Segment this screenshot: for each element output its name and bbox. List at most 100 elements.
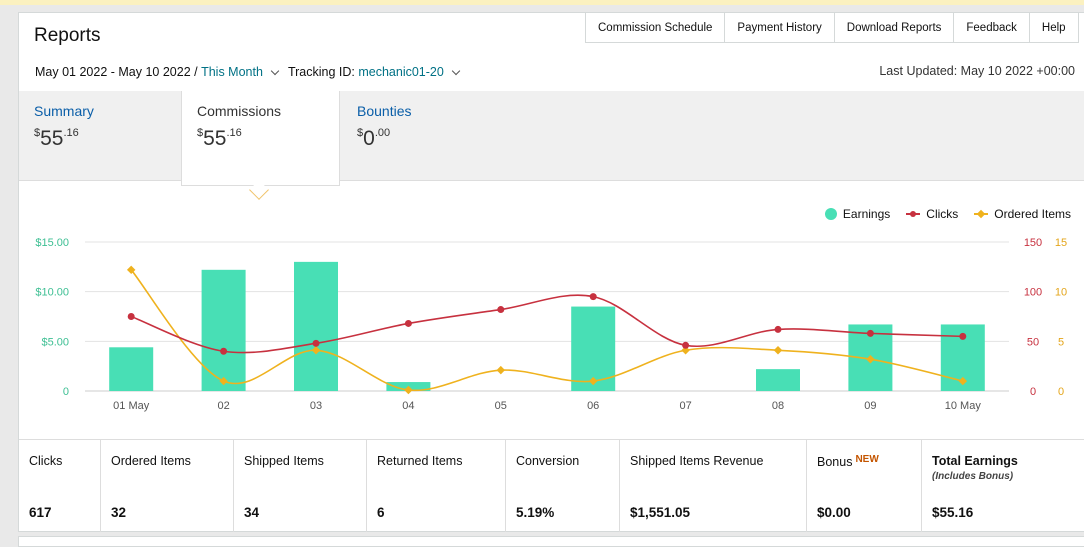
stat-clicks: Clicks 617 — [19, 440, 101, 532]
period-dropdown[interactable]: This Month — [201, 65, 263, 79]
reports-panel: Reports Commission Schedule Payment Hist… — [18, 12, 1084, 532]
stat-total-earnings: Total Earnings (Includes Bonus) $55.16 — [922, 440, 1084, 532]
next-panel-edge — [18, 536, 1084, 547]
stat-label: Total Earnings — [932, 454, 1018, 468]
tab-help[interactable]: Help — [1029, 13, 1079, 43]
y-left-tick-label: 0 — [63, 386, 69, 398]
tab-summary-label: Summary — [34, 103, 94, 119]
clicks-point — [589, 293, 597, 301]
y-right-ordered-tick-label: 10 — [1055, 287, 1067, 299]
stat-ordered-items: Ordered Items 32 — [101, 440, 234, 532]
tracking-id-label: Tracking ID: — [287, 65, 355, 79]
stat-label: Shipped Items — [244, 454, 324, 468]
clicks-point — [682, 341, 690, 349]
clicks-point — [127, 313, 135, 320]
last-updated: Last Updated: May 10 2022 +00:00 — [879, 64, 1075, 78]
y-left-tick-label: $10.00 — [35, 287, 69, 299]
y-right-ordered-tick-label: 5 — [1058, 336, 1064, 348]
clicks-point — [312, 339, 320, 347]
clicks-point — [404, 319, 412, 327]
stat-sublabel: (Includes Bonus) — [932, 471, 1014, 482]
chart-svg: $15.00 150 15$10.00 100 10$5.00 50 50 0 001 May 0… — [35, 237, 1067, 412]
tab-payment-history[interactable]: Payment History — [725, 13, 835, 43]
stat-value: 617 — [29, 505, 52, 520]
tab-commissions-label: Commissions — [197, 103, 282, 119]
legend-clicks[interactable]: Clicks — [906, 207, 958, 221]
ordered-items-point — [219, 376, 228, 386]
chevron-down-icon[interactable] — [270, 66, 280, 75]
new-badge: NEW — [855, 454, 879, 465]
stat-conversion: Conversion 5.19% — [506, 440, 620, 532]
y-left-tick-label: $15.00 — [35, 237, 69, 249]
tab-download-reports[interactable]: Download Reports — [834, 13, 955, 43]
commissions-amount: $55.16 — [197, 127, 242, 150]
x-tick-label: 02 — [217, 400, 229, 412]
earnings-bar — [756, 369, 800, 391]
top-tabs: Commission Schedule Payment History Down… — [585, 13, 1079, 43]
ordered-items-legend-icon — [974, 213, 989, 215]
stat-bonus: Bonus NEW $0.00 — [807, 440, 922, 532]
clicks-line — [130, 294, 963, 354]
x-tick-label: 03 — [310, 400, 322, 412]
stat-shipped-revenue: Shipped Items Revenue $1,551.05 — [620, 440, 807, 532]
stat-value: $0.00 — [817, 505, 851, 520]
bounties-amount: $0.00 — [357, 127, 391, 150]
tab-commission-schedule[interactable]: Commission Schedule — [585, 13, 726, 43]
summary-tabs: Summary $55.16 Commissions $55.16 Bounti… — [19, 91, 1084, 185]
stat-label: Clicks — [29, 454, 63, 468]
y-right-clicks-tick-label: 100 — [1024, 287, 1042, 299]
clicks-point — [497, 306, 505, 314]
stat-value: 5.19% — [516, 505, 555, 520]
stat-label: Shipped Items Revenue — [630, 454, 764, 468]
x-tick-label: 08 — [772, 400, 784, 412]
date-range-text: May 01 2022 - May 10 2022 / — [35, 65, 198, 79]
legend-earnings[interactable]: Earnings — [824, 207, 890, 221]
stat-value: 34 — [244, 505, 260, 520]
ordered-items-line — [130, 269, 963, 392]
stat-value: $1,551.05 — [630, 505, 691, 520]
tab-bounties[interactable]: Bounties $0.00 — [342, 91, 502, 181]
stat-returned-items: Returned Items 6 — [367, 440, 506, 532]
earnings-bar — [201, 269, 246, 391]
x-tick-label: 10 May — [945, 400, 982, 412]
clicks-point — [220, 347, 228, 355]
clicks-legend-icon — [906, 211, 921, 217]
x-tick-label: 09 — [864, 400, 876, 412]
stat-label: Bonus NEW — [817, 454, 879, 469]
stat-shipped-items: Shipped Items 34 — [234, 440, 367, 532]
y-right-ordered-tick-label: 0 — [1058, 386, 1064, 398]
earnings-bar — [109, 347, 154, 391]
clicks-point — [866, 329, 874, 337]
clicks-point — [959, 332, 967, 340]
x-tick-label: 07 — [679, 400, 691, 412]
ordered-items-point — [311, 346, 321, 355]
page-title: Reports — [34, 25, 101, 46]
tab-bounties-label: Bounties — [357, 103, 412, 119]
legend-ordered-items[interactable]: Ordered Items — [974, 207, 1071, 221]
y-right-clicks-tick-label: 150 — [1024, 237, 1042, 249]
stat-value: 6 — [377, 505, 385, 520]
ordered-items-point — [496, 365, 506, 375]
y-right-ordered-tick-label: 15 — [1055, 237, 1067, 249]
tracking-id-dropdown[interactable]: mechanic01-20 — [358, 65, 444, 79]
earnings-legend-icon — [824, 208, 837, 220]
stat-label: Conversion — [516, 454, 580, 468]
notice-banner — [0, 0, 1084, 5]
ordered-items-point — [773, 346, 783, 355]
x-tick-label: 05 — [495, 400, 507, 412]
stat-value: 32 — [111, 505, 127, 520]
tab-commissions[interactable]: Commissions $55.16 — [181, 91, 340, 185]
x-tick-label: 01 May — [113, 400, 150, 412]
earnings-chart: $15.00 150 15 $10.00 100 10 $5.00 50 5 0 0 0 01 May 0… — [19, 195, 1084, 435]
x-tick-label: 04 — [402, 400, 414, 412]
chart-legend: Earnings Clicks Ordered Items — [809, 207, 1071, 221]
x-tick-label: 06 — [587, 400, 599, 412]
clicks-point — [774, 325, 782, 333]
y-right-clicks-tick-label: 50 — [1027, 336, 1039, 348]
tab-summary[interactable]: Summary $55.16 — [19, 91, 181, 181]
summary-amount: $55.16 — [34, 127, 79, 150]
chevron-down-icon[interactable] — [451, 66, 461, 75]
stat-label: Ordered Items — [111, 454, 191, 468]
tab-feedback[interactable]: Feedback — [954, 13, 1030, 43]
ordered-items-point — [404, 385, 413, 395]
